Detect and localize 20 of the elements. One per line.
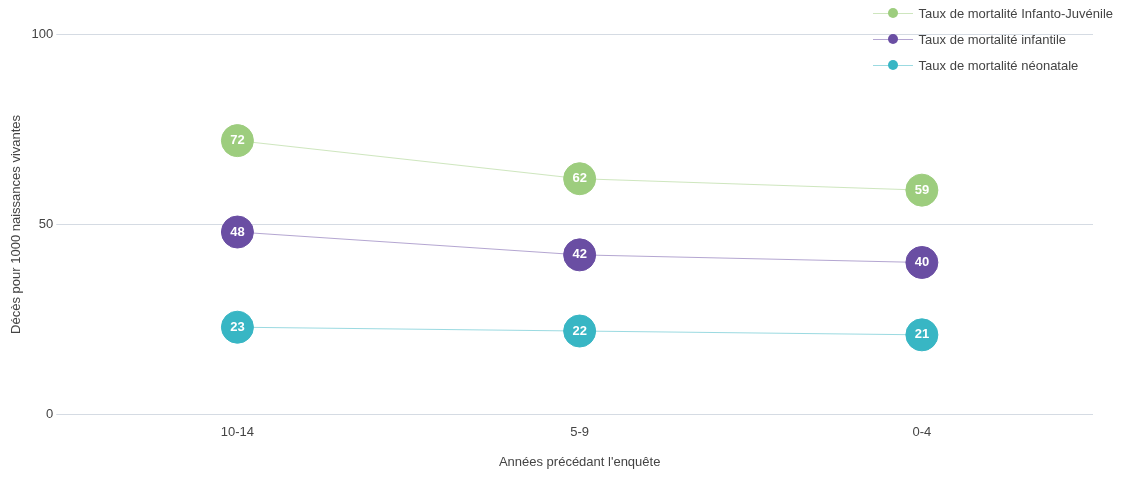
y-tick-label: 100	[31, 25, 54, 41]
data-label: 21	[914, 326, 930, 342]
data-label: 22	[572, 322, 587, 338]
x-axis-title: Années précédant l'enquête	[498, 453, 661, 469]
legend-label: Taux de mortalité néonatale	[918, 57, 1079, 73]
y-tick-label: 0	[46, 406, 54, 422]
legend-label: Taux de mortalité infantile	[918, 31, 1067, 47]
data-label: 42	[572, 246, 587, 262]
data-label: 23	[230, 318, 245, 334]
x-tick-label: 5-9	[570, 424, 590, 440]
x-tick-label: 10-14	[220, 424, 255, 440]
y-axis-title: Décès pour 1000 naissances vivantes	[8, 114, 24, 334]
data-label: 48	[230, 223, 245, 239]
data-label: 72	[230, 132, 245, 148]
y-tick-label: 50	[38, 215, 54, 231]
x-tick-label: 0-4	[912, 424, 932, 440]
data-label: 59	[914, 181, 930, 197]
legend-label: Taux de mortalité Infanto-Juvénile	[918, 5, 1113, 21]
data-label: 40	[914, 254, 930, 270]
data-label: 62	[572, 170, 587, 186]
